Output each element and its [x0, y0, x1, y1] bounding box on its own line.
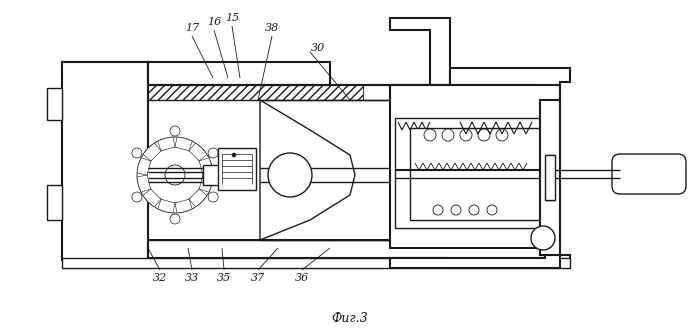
Circle shape [451, 205, 461, 215]
Circle shape [147, 147, 203, 203]
Bar [390, 18, 430, 30]
Text: 33: 33 [185, 273, 199, 283]
Circle shape [132, 192, 142, 202]
FancyBboxPatch shape [612, 154, 686, 194]
Circle shape [137, 137, 213, 213]
Bar [203, 165, 225, 185]
Polygon shape [199, 158, 213, 175]
Text: 38: 38 [265, 23, 279, 33]
Circle shape [460, 129, 472, 141]
Polygon shape [62, 258, 570, 268]
Circle shape [531, 226, 555, 250]
Circle shape [487, 205, 497, 215]
Polygon shape [390, 85, 560, 268]
Circle shape [170, 126, 180, 136]
Polygon shape [158, 199, 175, 213]
Polygon shape [148, 62, 330, 85]
Bar [390, 85, 540, 100]
Polygon shape [62, 62, 154, 82]
Circle shape [496, 129, 508, 141]
Circle shape [132, 148, 142, 158]
Polygon shape [390, 18, 450, 100]
Circle shape [208, 192, 218, 202]
Text: Фиг.3: Фиг.3 [331, 311, 368, 325]
Circle shape [170, 214, 180, 224]
Polygon shape [148, 68, 570, 100]
Bar [218, 148, 256, 190]
Bar [410, 128, 540, 220]
Bar [540, 100, 560, 255]
Bar [148, 62, 330, 85]
Polygon shape [189, 143, 207, 161]
Bar [410, 100, 550, 118]
Polygon shape [143, 189, 161, 207]
Polygon shape [199, 175, 213, 192]
Bar [430, 18, 450, 100]
Polygon shape [47, 88, 62, 120]
Text: 35: 35 [217, 273, 231, 283]
Polygon shape [137, 158, 151, 175]
Circle shape [478, 129, 490, 141]
Bar [390, 240, 540, 255]
Polygon shape [158, 137, 175, 151]
Polygon shape [47, 185, 62, 220]
Polygon shape [189, 189, 207, 207]
Circle shape [208, 148, 218, 158]
Bar [410, 230, 550, 248]
Polygon shape [175, 199, 192, 213]
Polygon shape [260, 100, 355, 240]
Circle shape [232, 153, 236, 157]
Bar [148, 248, 388, 258]
Circle shape [424, 129, 436, 141]
Text: 30: 30 [311, 43, 325, 53]
Text: 32: 32 [153, 273, 167, 283]
Polygon shape [62, 62, 148, 260]
Bar [148, 85, 363, 100]
Bar [390, 100, 555, 118]
Bar [390, 230, 555, 248]
Text: 17: 17 [185, 23, 199, 33]
Bar [395, 118, 550, 228]
Text: 37: 37 [251, 273, 265, 283]
Polygon shape [143, 143, 161, 161]
Text: 16: 16 [207, 17, 221, 27]
Bar [148, 258, 388, 268]
Bar [62, 62, 148, 84]
Circle shape [165, 165, 185, 185]
Circle shape [469, 205, 479, 215]
Text: 15: 15 [225, 13, 239, 23]
Circle shape [442, 129, 454, 141]
Polygon shape [175, 137, 192, 151]
Circle shape [433, 205, 443, 215]
Text: 36: 36 [295, 273, 309, 283]
Polygon shape [148, 240, 570, 268]
Bar [62, 240, 148, 258]
Bar [62, 240, 148, 260]
Ellipse shape [89, 144, 101, 160]
Circle shape [268, 153, 312, 197]
Bar [148, 240, 363, 258]
Bar [545, 155, 555, 200]
Polygon shape [137, 175, 151, 192]
Bar [540, 100, 560, 255]
